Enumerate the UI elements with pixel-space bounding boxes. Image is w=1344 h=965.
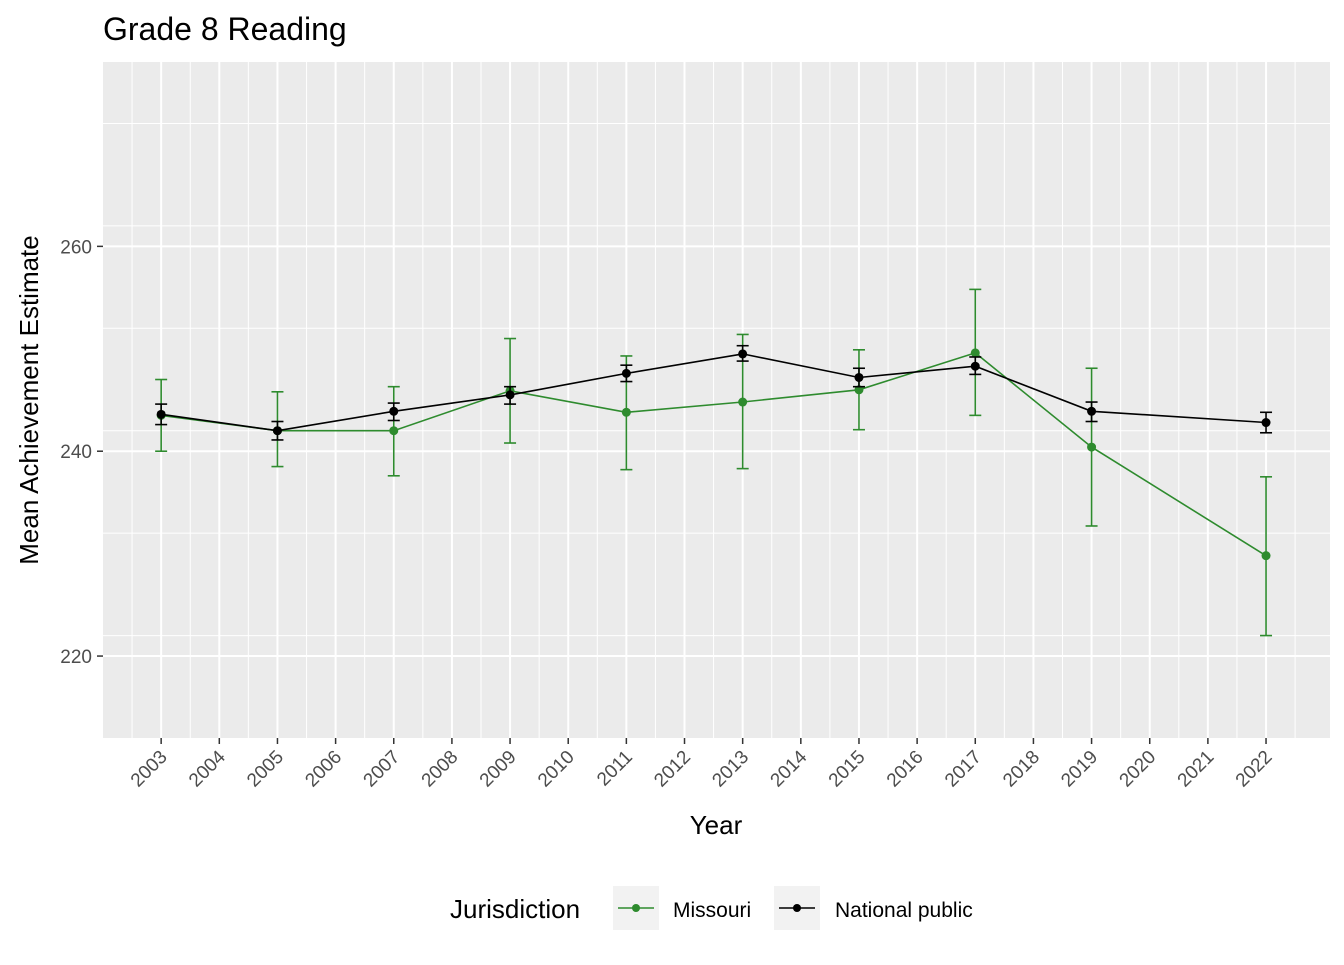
y-axis-label: Mean Achievement Estimate [14,235,44,565]
legend-label-national-public: National public [835,899,973,922]
series-1 [155,344,1273,441]
legend-item-national-public: National public [774,886,973,930]
data-point [738,349,748,359]
x-tick-label: 2020 [1116,747,1161,792]
x-tick-label: 2007 [360,747,405,792]
legend-key-point-missouri [632,904,640,912]
x-tick-label: 2004 [185,746,230,791]
data-point [854,372,864,382]
y-tick-label: 260 [60,237,92,258]
legend-key-point-national-public [793,904,801,912]
data-point [505,390,515,400]
x-tick-label: 2010 [534,747,579,792]
data-point [621,407,631,417]
data-point [738,397,748,407]
x-tick-label: 2009 [476,747,521,792]
data-point [970,361,980,371]
data-point [1261,551,1271,561]
data-point [389,426,399,436]
legend: Jurisdiction Missouri National public [450,886,973,930]
data-point [970,348,980,358]
x-tick-label: 2021 [1174,747,1219,792]
legend-item-missouri: Missouri [613,886,751,930]
x-tick-label: 2016 [883,747,928,792]
x-tick-label: 2003 [127,747,172,792]
x-tick-label: 2022 [1232,747,1277,792]
data-point [272,426,282,436]
data-point [1261,418,1271,428]
x-tick-label: 2005 [243,747,288,792]
series-layer [155,288,1273,637]
x-tick-label: 2017 [941,747,986,792]
plot-panel [103,62,1330,738]
y-tick-label: 220 [60,647,92,668]
y-tick-label: 240 [60,442,92,463]
legend-title: Jurisdiction [450,894,580,924]
data-point [621,368,631,378]
chart-title: Grade 8 Reading [103,11,347,47]
data-point [1087,442,1097,452]
x-tick-label: 2018 [999,747,1044,792]
x-tick-label: 2008 [418,747,463,792]
data-point [1087,406,1097,416]
series-line [161,352,1267,557]
legend-label-missouri: Missouri [673,899,751,922]
x-tick-label: 2013 [708,747,753,792]
data-point [156,409,166,419]
series-line [161,353,1267,432]
x-tick-label: 2012 [650,747,695,792]
data-point [389,406,399,416]
x-tick-label: 2011 [593,747,637,791]
x-axis-label: Year [690,810,743,840]
x-tick-label: 2014 [767,746,812,791]
x-tick-label: 2019 [1057,747,1102,792]
data-point [854,385,864,395]
x-tick-label: 2015 [825,747,870,792]
x-tick-label: 2006 [301,747,346,792]
